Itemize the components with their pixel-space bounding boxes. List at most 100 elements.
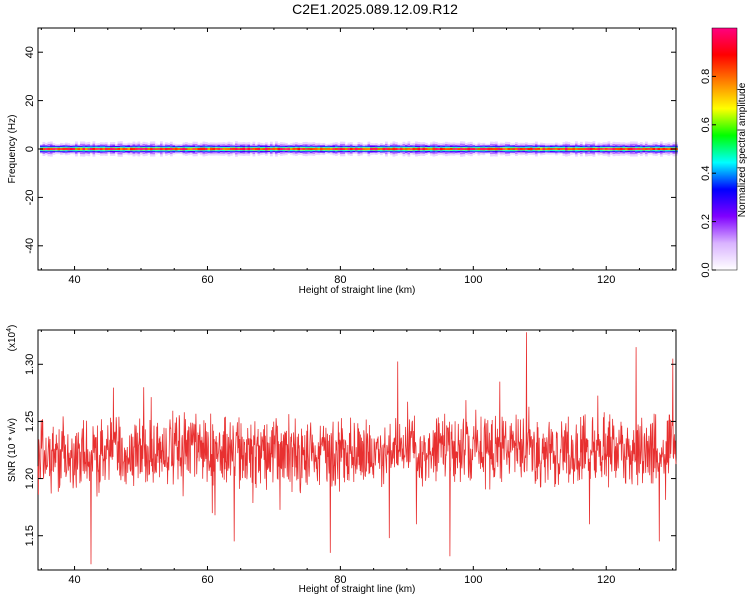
spectrogram-cell xyxy=(335,148,338,150)
spectrogram-cell xyxy=(592,148,596,150)
spectrogram-cell xyxy=(450,148,453,150)
colorbar-label: Normalized spectral amplitude xyxy=(737,82,748,217)
spectrogram-cell xyxy=(72,148,76,150)
spectrogram-cell xyxy=(597,148,601,150)
spectrogram-cell xyxy=(97,148,101,150)
spectrogram-cell xyxy=(260,148,263,150)
spectrogram-cell xyxy=(525,148,528,150)
x-tick-label: 100 xyxy=(464,274,482,286)
spectrogram-cell xyxy=(87,148,91,150)
x-tick-label: 60 xyxy=(201,574,213,586)
snr-series-line xyxy=(37,332,677,565)
spectrogram-cell xyxy=(107,148,111,150)
x-tick-label: 120 xyxy=(597,574,615,586)
spectrogram-cell xyxy=(242,148,246,150)
spectrogram-cell xyxy=(147,148,151,150)
spectrogram-cell xyxy=(207,148,211,150)
spectrogram-cell xyxy=(560,148,563,150)
spectrogram-cell xyxy=(572,148,576,150)
spectrogram-cell xyxy=(530,148,533,150)
spectrogram-cell xyxy=(347,148,351,150)
spectrogram-cell xyxy=(250,148,253,150)
spectrogram-cell xyxy=(605,148,608,150)
spectrogram-cell xyxy=(497,148,501,150)
spectrogram-cell xyxy=(320,148,323,150)
spectrogram-cell xyxy=(502,148,506,150)
y-tick-label: 1.15 xyxy=(24,525,36,546)
spectrogram-cell xyxy=(92,148,96,150)
spectrogram-cell xyxy=(520,148,523,150)
spectrogram-cell xyxy=(557,148,561,150)
spectrogram-cell xyxy=(225,148,228,150)
spectrogram-cell xyxy=(340,148,343,150)
spectrogram-cell xyxy=(550,148,553,150)
spectrogram-cell xyxy=(75,148,78,150)
spectrogram-y-label: Frequency (Hz) xyxy=(7,115,18,184)
spectrogram-cell xyxy=(452,148,456,150)
x-tick-label: 40 xyxy=(68,274,80,286)
spectrogram-cell xyxy=(482,148,486,150)
figure-title: C2E1.2025.089.12.09.R12 xyxy=(292,1,458,17)
spectrogram-cell xyxy=(352,148,356,150)
spectrogram-cell xyxy=(575,148,578,150)
y-tick-label: 1.25 xyxy=(24,411,36,432)
spectrogram-cell xyxy=(310,148,313,150)
spectrogram-cell xyxy=(342,148,346,150)
spectrogram-cell xyxy=(465,148,468,150)
spectrogram-cell xyxy=(505,148,508,150)
spectrogram-cell xyxy=(215,148,218,150)
spectrogram-cell xyxy=(647,148,651,150)
spectrogram-cell xyxy=(547,148,551,150)
spectrogram-cell xyxy=(125,148,128,150)
colorbar-ticks: 0.0 0.2 0.4 0.6 0.8 xyxy=(700,69,716,278)
spectrogram-cell xyxy=(262,148,266,150)
spectrogram-cell xyxy=(57,148,61,150)
spectrogram-cell xyxy=(222,148,226,150)
spectrogram-cell xyxy=(515,148,518,150)
spectrogram-cell xyxy=(175,148,178,150)
spectrogram-cell xyxy=(155,148,158,150)
spectrogram-cell xyxy=(232,148,236,150)
spectrogram-cell xyxy=(427,148,431,150)
colorbar-gradient xyxy=(711,27,738,271)
spectrogram-cell xyxy=(580,148,583,150)
snr-panel: 40 60 80 100 120 1.15 1.20 1.25 1.30 Height of … xyxy=(6,325,677,595)
spectrogram-cell xyxy=(402,148,406,150)
spectrogram-cell xyxy=(152,148,156,150)
spectrogram-cell xyxy=(577,148,581,150)
spectrogram-cell xyxy=(165,148,168,150)
spectrogram-cell xyxy=(322,148,326,150)
spectrogram-cell xyxy=(100,148,103,150)
spectrogram-cell xyxy=(220,148,223,150)
colorbar-tick-label: 0.4 xyxy=(700,166,712,181)
spectrogram-cell xyxy=(632,148,636,150)
spectrogram-cell xyxy=(460,148,463,150)
spectrogram-cell xyxy=(150,148,153,150)
spectrogram-cell xyxy=(267,148,271,150)
spectrogram-cell xyxy=(67,148,71,150)
spectrogram-cell xyxy=(610,148,613,150)
spectrogram-cell xyxy=(472,148,476,150)
spectrogram-plot-area xyxy=(40,141,678,157)
spectrogram-cell xyxy=(652,148,656,150)
spectrogram-cell xyxy=(660,148,663,150)
spectrogram-cell xyxy=(500,148,503,150)
spectrogram-cell xyxy=(382,148,386,150)
spectrogram-cell xyxy=(122,148,126,150)
spectrogram-cell xyxy=(650,148,653,150)
spectrogram-cell xyxy=(420,148,423,150)
spectrogram-cell xyxy=(367,148,371,150)
spectrogram-cell xyxy=(85,148,88,150)
y-tick-label: 1.30 xyxy=(24,354,36,375)
x-tick-label: 120 xyxy=(597,274,615,286)
spectrogram-cell xyxy=(635,148,638,150)
spectrogram-x-ticks: 40 60 80 100 120 xyxy=(40,28,674,286)
spectrogram-cell xyxy=(142,148,146,150)
spectrogram-cell xyxy=(440,148,443,150)
spectrogram-cell xyxy=(437,148,441,150)
spectrogram-cell xyxy=(562,148,566,150)
spectrogram-cell xyxy=(42,148,46,150)
spectrogram-cell xyxy=(350,148,353,150)
snr-y-ticks: 1.15 1.20 1.25 1.30 xyxy=(24,354,676,546)
spectrogram-cell xyxy=(467,148,471,150)
